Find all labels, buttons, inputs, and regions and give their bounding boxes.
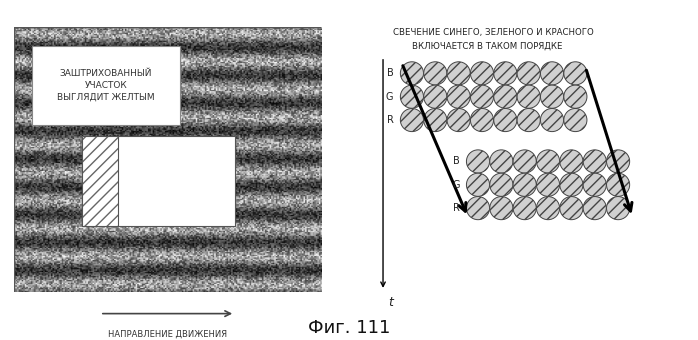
Text: R: R [453,203,459,213]
Circle shape [537,173,560,196]
Circle shape [517,62,540,85]
Circle shape [424,108,447,132]
Circle shape [517,108,540,132]
Circle shape [560,150,583,173]
Circle shape [470,108,493,132]
Circle shape [584,197,607,220]
Circle shape [513,197,536,220]
Circle shape [584,173,607,196]
Circle shape [513,173,536,196]
Circle shape [447,62,470,85]
Circle shape [537,150,560,173]
Text: t: t [389,296,394,309]
Circle shape [470,62,493,85]
Text: B: B [453,156,459,166]
Circle shape [424,85,447,108]
Bar [82,136,235,226]
Circle shape [564,85,587,108]
Circle shape [466,173,489,196]
Circle shape [466,197,489,220]
Circle shape [540,85,563,108]
Text: R: R [387,115,394,125]
Circle shape [470,85,493,108]
Circle shape [540,108,563,132]
Text: СВЕЧЕНИЕ СИНЕГО, ЗЕЛЕНОГО И КРАСНОГО: СВЕЧЕНИЕ СИНЕГО, ЗЕЛЕНОГО И КРАСНОГО [393,28,593,37]
Text: G: G [452,180,459,190]
Circle shape [607,150,630,173]
Circle shape [466,150,489,173]
Circle shape [607,197,630,220]
Circle shape [564,62,587,85]
Circle shape [493,108,517,132]
Bar [82,136,119,226]
Text: B: B [387,68,394,78]
Text: НАПРАВЛЕНИЕ ДВИЖЕНИЯ: НАПРАВЛЕНИЕ ДВИЖЕНИЯ [108,329,227,339]
Circle shape [490,173,513,196]
Circle shape [447,85,470,108]
Circle shape [564,108,587,132]
Circle shape [560,197,583,220]
Circle shape [607,173,630,196]
Circle shape [447,108,470,132]
Circle shape [513,150,536,173]
Circle shape [401,62,424,85]
Circle shape [490,197,513,220]
Text: G: G [386,92,394,102]
Circle shape [493,85,517,108]
Circle shape [540,62,563,85]
Circle shape [584,150,607,173]
Text: ЗАШТРИХОВАННЫЙ
УЧАСТОК
ВЫГЛЯДИТ ЖЕЛТЫМ: ЗАШТРИХОВАННЫЙ УЧАСТОК ВЫГЛЯДИТ ЖЕЛТЫМ [57,69,155,102]
Bar [32,46,180,125]
Circle shape [490,150,513,173]
Circle shape [493,62,517,85]
Text: ВКЛЮЧАЕТСЯ В ТАКОМ ПОРЯДКЕ: ВКЛЮЧАЕТСЯ В ТАКОМ ПОРЯДКЕ [412,42,563,51]
Circle shape [517,85,540,108]
Circle shape [401,85,424,108]
Bar [82,136,119,226]
Circle shape [537,197,560,220]
Circle shape [560,173,583,196]
Circle shape [424,62,447,85]
Circle shape [401,108,424,132]
Text: Фиг. 111: Фиг. 111 [308,319,390,337]
